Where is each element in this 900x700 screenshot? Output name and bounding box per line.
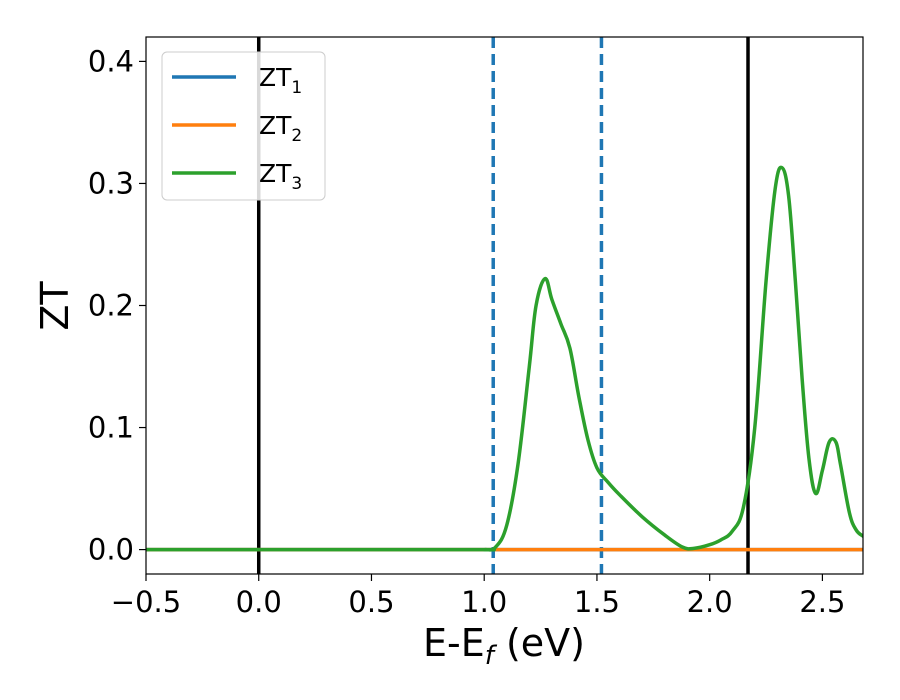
y-tick-label: 0.1 bbox=[88, 411, 134, 445]
legend-label-main: ZT bbox=[259, 159, 292, 188]
x-tick-label: 2.5 bbox=[799, 585, 845, 619]
y-axis-title: ZT bbox=[33, 281, 77, 331]
x-tick-label: 0.0 bbox=[236, 585, 282, 619]
x-tick-label: 1.0 bbox=[461, 585, 507, 619]
legend-label-2: ZT2 bbox=[259, 111, 302, 146]
x-axis-title-main: E-E bbox=[423, 621, 485, 665]
series-line-3 bbox=[146, 165, 863, 552]
legend-label-sub: 3 bbox=[291, 174, 302, 194]
y-tick-label: 0.0 bbox=[88, 533, 134, 567]
legend-label-main: ZT bbox=[259, 63, 292, 92]
y-tick-label: 0.2 bbox=[88, 289, 134, 323]
x-axis-title: E-Ef (eV) bbox=[423, 621, 585, 671]
x-tick-label: −0.5 bbox=[111, 585, 181, 619]
x-tick-label: 0.5 bbox=[348, 585, 394, 619]
x-axis-ticks: −0.5 0.0 0.5 1.0 1.5 2.0 2.5 bbox=[111, 574, 845, 619]
legend-label-3: ZT3 bbox=[259, 159, 302, 194]
y-axis-ticks: 0.0 0.1 0.2 0.3 0.4 bbox=[88, 44, 146, 567]
legend-label-main: ZT bbox=[259, 111, 292, 140]
legend-label-sub: 2 bbox=[291, 126, 302, 146]
y-tick-label: 0.4 bbox=[88, 44, 134, 78]
series-lines bbox=[146, 165, 863, 552]
y-tick-label: 0.3 bbox=[88, 166, 134, 200]
legend-label-sub: 1 bbox=[291, 78, 302, 98]
legend-box bbox=[161, 51, 326, 201]
x-tick-label: 1.5 bbox=[574, 585, 620, 619]
legend-label-1: ZT1 bbox=[259, 63, 302, 98]
x-axis-title-unit: (eV) bbox=[494, 621, 585, 665]
x-tick-label: 2.0 bbox=[687, 585, 733, 619]
